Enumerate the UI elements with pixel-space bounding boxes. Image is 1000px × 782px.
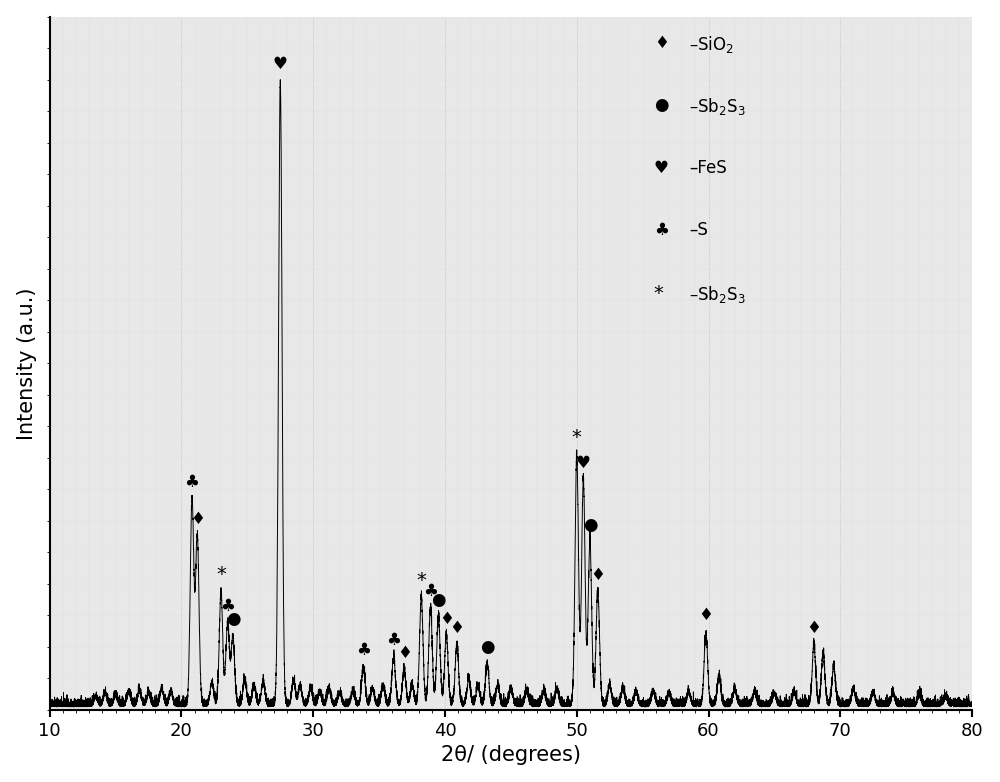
Text: ●: ● (480, 637, 494, 655)
Text: –S: –S (689, 221, 708, 239)
X-axis label: 2θ/ (degrees): 2θ/ (degrees) (441, 745, 581, 766)
Text: –Sb$_2$S$_3$: –Sb$_2$S$_3$ (689, 96, 746, 117)
Text: ♦: ♦ (439, 610, 454, 628)
Text: ♥: ♥ (273, 56, 288, 74)
Text: –FeS: –FeS (689, 159, 727, 177)
Text: ♦: ♦ (397, 644, 412, 662)
Text: ♦: ♦ (190, 510, 205, 528)
Text: ●: ● (226, 610, 240, 628)
Text: ♣: ♣ (220, 597, 235, 615)
Text: ♣: ♣ (654, 221, 669, 239)
Text: ♦: ♦ (654, 34, 669, 52)
Text: ♣: ♣ (386, 631, 401, 649)
Text: ●: ● (431, 591, 446, 609)
Text: ♣: ♣ (356, 640, 371, 658)
Text: *: * (216, 565, 226, 584)
Text: ♦: ♦ (449, 619, 464, 637)
Text: –SiO$_2$: –SiO$_2$ (689, 34, 734, 55)
Text: *: * (416, 571, 426, 590)
Text: ♦: ♦ (806, 619, 821, 637)
Text: –Sb$_2$S$_3$: –Sb$_2$S$_3$ (689, 284, 746, 305)
Text: ♥: ♥ (576, 454, 591, 472)
Text: ♣: ♣ (423, 582, 438, 600)
Text: *: * (654, 284, 664, 303)
Text: ♦: ♦ (590, 566, 605, 584)
Text: ♣: ♣ (185, 472, 199, 490)
Text: ♦: ♦ (698, 607, 713, 625)
Text: ♥: ♥ (654, 159, 669, 177)
Text: *: * (572, 428, 582, 447)
Text: ●: ● (583, 516, 597, 534)
Y-axis label: Intensity (a.u.): Intensity (a.u.) (17, 287, 37, 439)
Text: ●: ● (654, 96, 668, 114)
